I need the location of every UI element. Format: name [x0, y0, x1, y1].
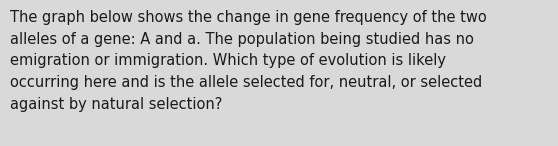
Text: The graph below shows the change in gene frequency of the two
alleles of a gene:: The graph below shows the change in gene…: [10, 10, 487, 112]
